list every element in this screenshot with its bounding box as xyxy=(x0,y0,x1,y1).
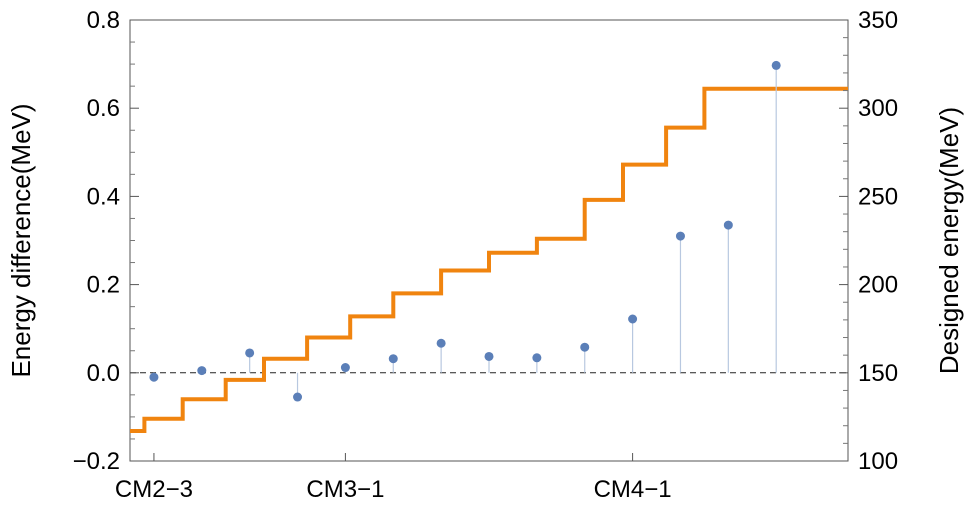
axes-layer: −0.2 0.0 0.2 0.4 0.6 0.8 100 150 200 250 300 350 CM2… xyxy=(73,7,898,503)
x-tick-label: CM2−3 xyxy=(115,476,193,503)
energy-difference-point xyxy=(532,353,542,363)
energy-difference-point xyxy=(436,338,446,348)
energy-difference-point xyxy=(197,366,207,376)
y-axis-title-right: Designed energy(MeV) xyxy=(934,107,964,374)
energy-difference-point xyxy=(580,342,590,352)
energy-difference-point xyxy=(484,351,494,361)
plot-border xyxy=(129,19,849,462)
designed-energy-step-line xyxy=(130,86,848,433)
energy-difference-point xyxy=(628,314,638,324)
left-tick-label: 0.6 xyxy=(87,95,120,122)
right-tick-label: 100 xyxy=(858,448,898,475)
y-axis-title-left: Energy difference(MeV) xyxy=(6,103,36,377)
energy-difference-point xyxy=(771,60,781,70)
left-tick-label: 0.0 xyxy=(87,360,120,387)
left-tick-label: 0.2 xyxy=(87,272,120,299)
energy-difference-point xyxy=(149,372,159,382)
x-tick-label: CM4−1 xyxy=(594,476,672,503)
energy-difference-point xyxy=(340,363,350,373)
right-tick-label: 300 xyxy=(858,95,898,122)
x-tick-label: CM3−1 xyxy=(306,476,384,503)
energy-difference-point xyxy=(293,392,303,402)
left-tick-label: 0.4 xyxy=(87,183,120,210)
energy-difference-point xyxy=(675,231,685,241)
left-tick-label: −0.2 xyxy=(73,448,120,475)
energy-difference-point xyxy=(723,220,733,230)
right-tick-label: 200 xyxy=(858,272,898,299)
left-tick-label: 0.8 xyxy=(87,7,120,34)
right-tick-label: 150 xyxy=(858,360,898,387)
right-tick-label: 250 xyxy=(858,183,898,210)
plot-frame xyxy=(129,19,849,462)
energy-difference-point xyxy=(388,354,398,364)
energy-difference-point xyxy=(245,348,255,358)
series-layer xyxy=(130,60,848,433)
right-tick-label: 350 xyxy=(858,7,898,34)
